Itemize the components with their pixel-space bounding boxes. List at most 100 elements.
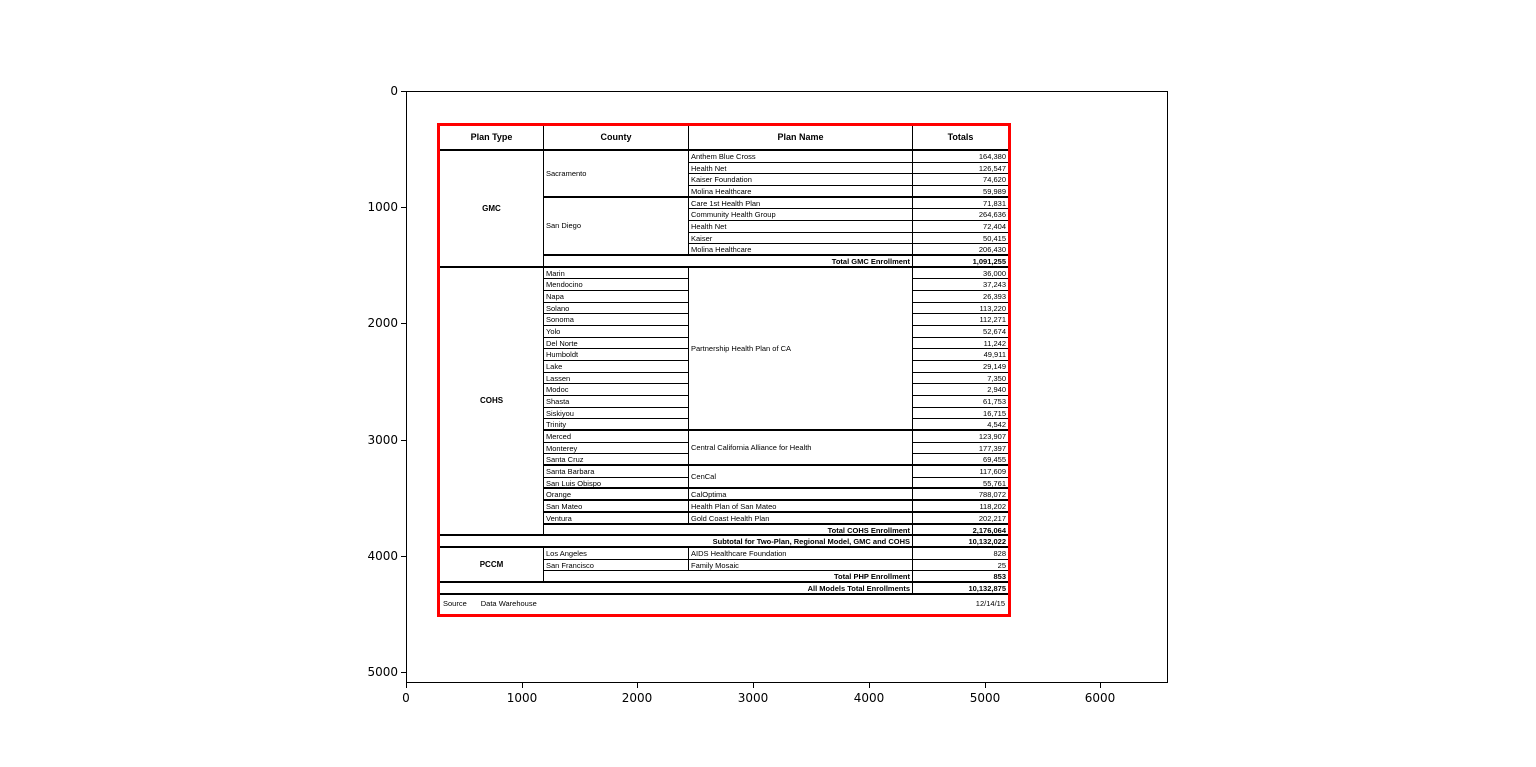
x-tick-mark <box>406 683 407 688</box>
total-value-cell: 71,831 <box>913 198 1008 210</box>
group-cell-pccm: PCCM <box>440 547 544 583</box>
county-cell: Merced <box>544 431 689 443</box>
total-value-cell: 164,380 <box>913 151 1008 163</box>
header-plan-type: Plan Type <box>440 126 544 151</box>
source-note: Source Data Warehouse <box>443 599 537 608</box>
header-totals: Totals <box>913 126 1008 151</box>
enrollment-table: Plan Type County Plan Name Totals GMC CO… <box>437 123 1011 617</box>
total-value-cell: 26,393 <box>913 291 1008 303</box>
group-cell-cohs: COHS <box>440 267 544 537</box>
plan-name-cell: Central California Alliance for Health <box>689 431 913 467</box>
x-tick-label: 3000 <box>737 691 769 705</box>
total-value-cell: 74,620 <box>913 174 1008 187</box>
plan-name-cell: Kaiser <box>689 232 913 245</box>
total-value-cell: 69,455 <box>913 454 1008 467</box>
total-value-cell: 117,609 <box>913 466 1008 478</box>
plan-name-cell: Anthem Blue Cross <box>689 151 913 163</box>
total-value-cell: 853 <box>913 571 1008 583</box>
plan-name-cell: Partnership Health Plan of CA <box>689 267 913 432</box>
county-cell: Marin <box>544 267 689 280</box>
county-cell: Los Angeles <box>544 547 689 560</box>
total-value-cell: 113,220 <box>913 303 1008 315</box>
total-value-cell: 126,547 <box>913 163 1008 175</box>
county-cell: Lassen <box>544 372 689 385</box>
source-value: Data Warehouse <box>480 599 537 609</box>
county-cell: Modoc <box>544 384 689 397</box>
y-tick-label: 2000 <box>367 316 398 330</box>
total-value-cell: 123,907 <box>913 431 1008 443</box>
y-tick-mark <box>401 323 406 324</box>
total-value-cell: 7,350 <box>913 373 1008 385</box>
total-value-cell: 2,176,064 <box>913 525 1008 537</box>
plan-name-cell: Molina Healthcare <box>689 244 913 257</box>
x-tick-label: 0 <box>402 691 410 705</box>
total-value-cell: 828 <box>913 548 1008 560</box>
total-value-cell: 4,542 <box>913 419 1008 432</box>
group-cell-gmc: GMC <box>440 151 544 268</box>
total-value-cell: 36,000 <box>913 268 1008 280</box>
y-tick-mark <box>401 91 406 92</box>
county-cell: Solano <box>544 302 689 315</box>
total-value-cell: 112,271 <box>913 314 1008 327</box>
total-label-cell-cohs: Total COHS Enrollment <box>544 524 913 537</box>
county-cell: Santa Barbara <box>544 466 689 478</box>
plan-name-cell: Care 1st Health Plan <box>689 197 913 210</box>
plan-name-cell: Kaiser Foundation <box>689 174 913 187</box>
county-cell: San Diego <box>544 197 689 257</box>
plan-name-cell: Molina Healthcare <box>689 186 913 198</box>
enrollment-table-grid: Plan Type County Plan Name Totals GMC CO… <box>440 126 1008 595</box>
county-cell: Sonoma <box>544 314 689 327</box>
x-tick-label: 2000 <box>621 691 653 705</box>
total-value-cell: 55,761 <box>913 478 1008 490</box>
plan-name-cell: CalOptima <box>689 489 913 502</box>
x-tick-mark <box>1100 683 1101 688</box>
table-footer: Source Data Warehouse 12/14/15 <box>440 595 1008 613</box>
total-value-cell: 264,636 <box>913 209 1008 222</box>
total-value-cell: 202,217 <box>913 513 1008 525</box>
y-tick-mark <box>401 440 406 441</box>
x-tick-mark <box>985 683 986 688</box>
total-value-cell: 16,715 <box>913 408 1008 420</box>
plan-name-cell: Gold Coast Health Plan <box>689 512 913 525</box>
y-tick-label: 0 <box>390 84 398 98</box>
x-tick-label: 5000 <box>969 691 1001 705</box>
y-tick-mark <box>401 672 406 673</box>
total-value-cell: 118,202 <box>913 501 1008 513</box>
plan-name-cell: CenCal <box>689 466 913 490</box>
plan-name-cell: Health Plan of San Mateo <box>689 501 913 513</box>
x-tick-label: 4000 <box>853 691 885 705</box>
county-cell: San Luis Obispo <box>544 477 689 490</box>
total-value-cell: 206,430 <box>913 244 1008 257</box>
total-value-cell: 72,404 <box>913 221 1008 233</box>
county-cell: Ventura <box>544 512 689 525</box>
source-label: Source <box>443 599 467 609</box>
total-value-cell: 52,674 <box>913 326 1008 338</box>
x-tick-mark <box>869 683 870 688</box>
county-cell: Yolo <box>544 326 689 338</box>
y-tick-label: 1000 <box>367 200 398 214</box>
total-value-cell: 50,415 <box>913 233 1008 245</box>
county-cell: San Mateo <box>544 501 689 513</box>
county-cell: Humboldt <box>544 349 689 362</box>
total-value-cell: 61,753 <box>913 396 1008 408</box>
x-tick-mark <box>637 683 638 688</box>
total-label-cell-php: Total PHP Enrollment <box>544 571 913 583</box>
total-value-cell: 37,243 <box>913 279 1008 292</box>
county-cell: Lake <box>544 361 689 373</box>
report-date: 12/14/15 <box>975 599 1005 609</box>
county-cell: Orange <box>544 489 689 502</box>
county-cell: Santa Cruz <box>544 454 689 467</box>
plan-name-cell: Health Net <box>689 162 913 175</box>
y-tick-mark <box>401 556 406 557</box>
y-tick-label: 3000 <box>367 433 398 447</box>
x-tick-label: 6000 <box>1084 691 1116 705</box>
county-cell: Napa <box>544 291 689 303</box>
total-value-cell: 25 <box>913 560 1008 572</box>
total-value-cell: 2,940 <box>913 384 1008 397</box>
header-plan-name: Plan Name <box>689 126 913 151</box>
total-value-cell: 59,989 <box>913 186 1008 198</box>
total-value-cell: 11,242 <box>913 338 1008 350</box>
plan-name-cell: Community Health Group <box>689 209 913 222</box>
county-cell: Monterey <box>544 442 689 455</box>
